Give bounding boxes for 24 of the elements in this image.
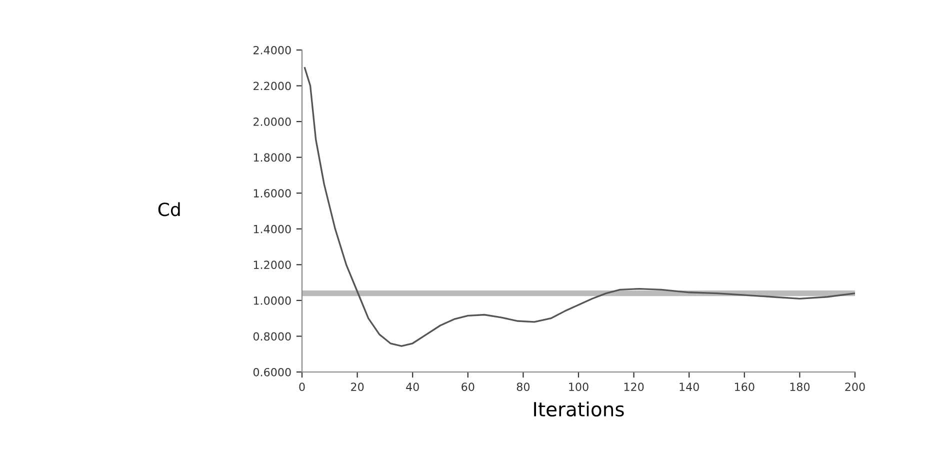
y-tick-label: 0.8000: [253, 332, 291, 341]
y-tick-label: 1.2000: [254, 260, 291, 270]
x-axis-title: Iterations: [534, 402, 624, 417]
y-tick-label: 2.2000: [254, 82, 291, 90]
x-tick-label: 60: [462, 382, 474, 392]
y-axis-title: Cd: [158, 202, 180, 216]
x-tick-label: 180: [790, 382, 810, 392]
y-tick-label: 2.4000: [254, 46, 291, 54]
x-tick-label: 120: [624, 382, 644, 392]
x-tick-label: 100: [569, 382, 588, 392]
y-tick-label: 1.4000: [254, 224, 291, 234]
y-tick-label: 2.0000: [254, 118, 291, 126]
x-tick-label: 80: [516, 382, 530, 392]
x-tick-label: 200: [845, 382, 865, 392]
x-tick-label: 160: [735, 382, 754, 392]
y-tick-label: 1.6000: [254, 189, 291, 198]
y-tick-label: 1.8000: [254, 153, 291, 162]
y-tick-label: 1.0000: [254, 296, 291, 305]
x-tick-label: 140: [680, 382, 699, 392]
y-tick-label: 0.6000: [253, 368, 291, 376]
line-series: [304, 67, 855, 347]
x-tick-label: 40: [406, 382, 419, 392]
x-tick-label: 20: [351, 382, 364, 392]
x-tick-label: 0: [299, 382, 305, 392]
